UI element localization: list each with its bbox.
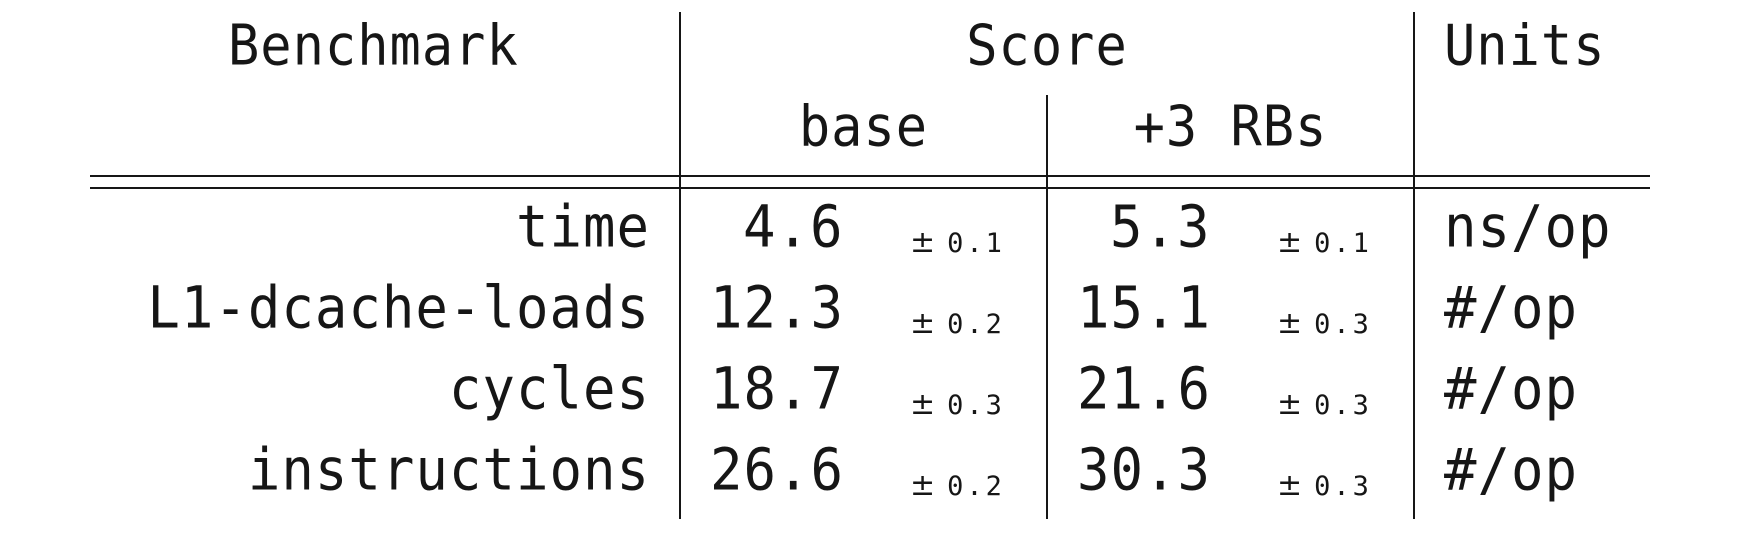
rbs-value: 21.6	[1077, 354, 1212, 423]
row-units: ns/op	[1444, 192, 1612, 261]
rbs-value: 5.3	[1110, 192, 1211, 261]
header-rule-bottom	[90, 187, 1650, 189]
header-rule-top	[90, 175, 1650, 177]
header-benchmark: Benchmark	[228, 13, 519, 79]
row-units: #/op	[1444, 273, 1579, 342]
row-benchmark: cycles	[448, 354, 650, 423]
rbs-value: 30.3	[1077, 435, 1212, 504]
row-benchmark: L1-dcache-loads	[147, 273, 650, 342]
header-rbs: +3 RBs	[1133, 94, 1328, 160]
column-rule-2	[1046, 95, 1048, 519]
base-value: 12.3	[710, 273, 845, 342]
header-units: Units	[1444, 13, 1606, 79]
rbs-error: ±0.3	[1277, 387, 1372, 422]
rbs-error: ±0.3	[1277, 306, 1372, 341]
row-units: #/op	[1444, 354, 1579, 423]
rbs-value: 15.1	[1077, 273, 1212, 342]
row-benchmark: time	[515, 192, 650, 261]
column-rule-3	[1413, 12, 1415, 519]
base-error: ±0.1	[910, 225, 1005, 260]
row-benchmark: instructions	[247, 435, 650, 504]
base-error: ±0.2	[910, 468, 1005, 503]
header-base: base	[798, 94, 929, 160]
base-value: 4.6	[743, 192, 844, 261]
base-error: ±0.2	[910, 306, 1005, 341]
base-value: 18.7	[710, 354, 845, 423]
rbs-error: ±0.1	[1277, 225, 1372, 260]
rbs-error: ±0.3	[1277, 468, 1372, 503]
base-value: 26.6	[710, 435, 845, 504]
header-score: Score	[966, 13, 1128, 79]
base-error: ±0.3	[910, 387, 1005, 422]
row-units: #/op	[1444, 435, 1579, 504]
column-rule-1	[679, 12, 681, 519]
